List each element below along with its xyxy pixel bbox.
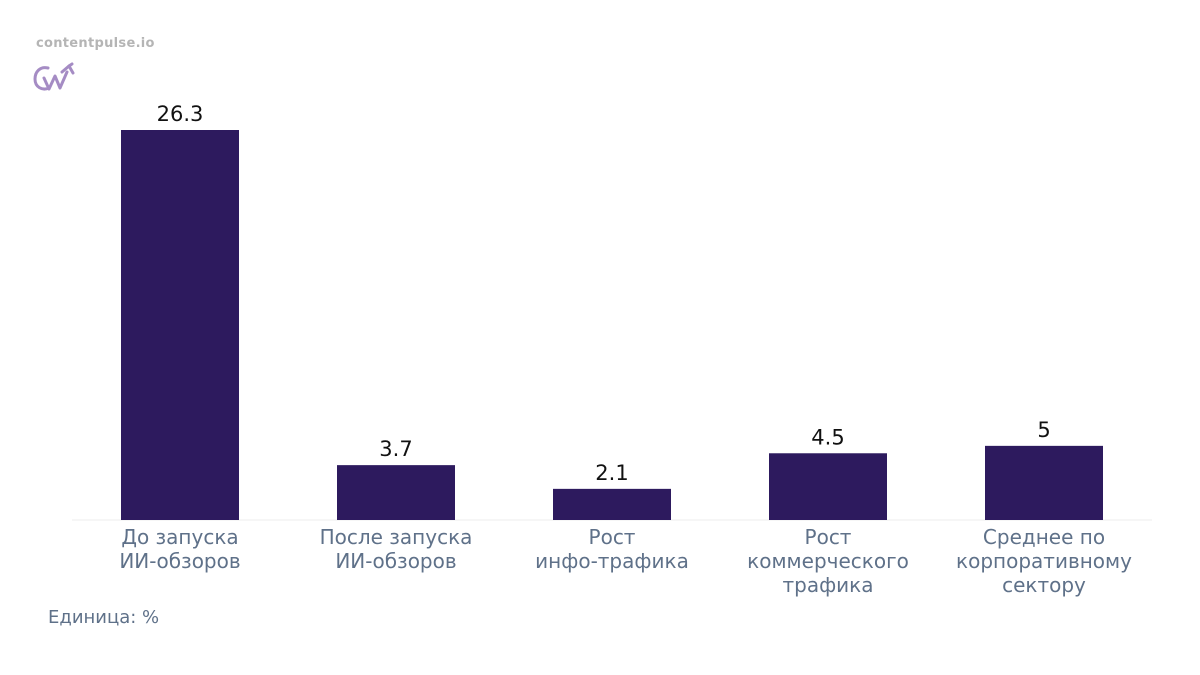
category-label-line: ИИ-обзоров [119,549,240,573]
category-label-line: ИИ-обзоров [335,549,456,573]
bar-5 [985,445,1103,520]
value-label-5: 5 [1037,418,1050,442]
unit-label: Единица: % [48,607,160,628]
bar-4 [769,453,887,520]
bar-1 [121,130,239,520]
category-label-1: До запуска ИИ-обзоров [119,525,240,573]
category-label-line: Рост [589,525,636,549]
brand-site-name: contentpulse.io [36,36,155,51]
value-labels-layer: 26.3 3.7 2.1 4.5 5 [157,102,1051,485]
category-label-5: Среднее по корпоративному сектору [956,525,1132,597]
value-label-3: 2.1 [595,461,628,485]
category-label-line: корпоративному [956,549,1132,573]
category-label-3: Рост инфо-трафика [535,525,689,573]
bar-3 [553,488,671,520]
bars-layer [121,130,1103,520]
category-label-line: инфо-трафика [535,549,689,573]
bar-2 [337,465,455,520]
category-label-4: Рост коммерческого трафика [747,525,909,597]
category-label-line: После запуска [320,525,473,549]
category-label-line: сектору [1002,573,1086,597]
value-label-4: 4.5 [811,425,844,449]
category-label-line: трафика [782,573,873,597]
category-label-line: До запуска [121,525,238,549]
category-label-line: Рост [805,525,852,549]
value-label-1: 26.3 [157,102,204,126]
category-label-line: Среднее по [983,525,1105,549]
category-label-line: коммерческого [747,549,909,573]
cw-growth-logo-icon [33,62,75,91]
category-label-2: После запуска ИИ-обзоров [320,525,473,573]
value-label-2: 3.7 [379,437,412,461]
